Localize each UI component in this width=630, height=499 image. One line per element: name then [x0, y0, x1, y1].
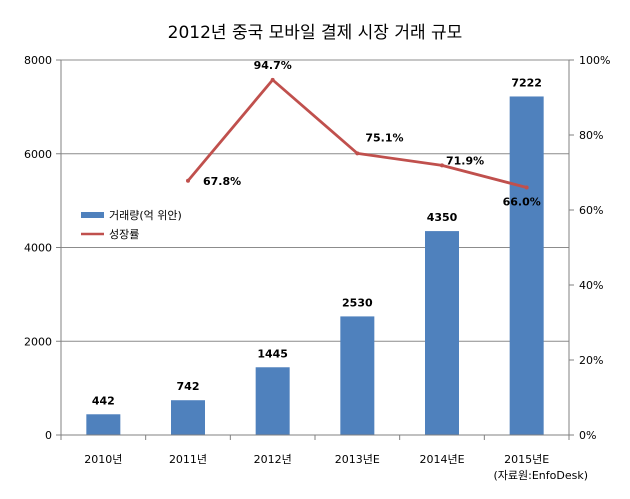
bar-value-label: 1445 — [257, 347, 288, 360]
grid-lines — [61, 59, 569, 342]
bar-value-label: 442 — [92, 394, 115, 407]
line-value-label: 67.8% — [203, 175, 241, 188]
source-note: (자료원:EnfoDesk) — [493, 469, 588, 482]
line-point — [524, 185, 529, 190]
x-tick-label: 2010년 — [84, 453, 122, 466]
bar — [340, 316, 375, 435]
chart-title: 2012년 중국 모바일 결제 시장 거래 규모 — [168, 23, 463, 43]
bar — [255, 367, 290, 435]
line-value-label: 94.7% — [254, 59, 292, 72]
x-tick-label: 2011년 — [169, 453, 207, 466]
y-right-tick-label: 40% — [579, 279, 603, 292]
bar-value-label: 7222 — [511, 76, 542, 89]
y-right-tick-label: 20% — [579, 354, 603, 367]
bar-value-label: 2530 — [342, 296, 373, 309]
legend-swatch-bar — [81, 212, 104, 218]
bar-series — [86, 96, 544, 435]
line-series — [186, 77, 529, 190]
y-right-tick-label: 60% — [579, 204, 603, 217]
y-right-tick-label: 80% — [579, 129, 603, 142]
line-point — [355, 151, 360, 156]
bar-value-label: 4350 — [427, 211, 458, 224]
x-tick-label: 2013년E — [335, 453, 380, 466]
bar-value-label: 742 — [177, 380, 200, 393]
legend-label-line: 성장률 — [109, 228, 139, 241]
axes: 0 2000 4000 6000 8000 0% 20% 40% 60% 80% 100% 2010년… — [24, 54, 610, 466]
y-right-tick-label: 100% — [579, 54, 610, 67]
line-value-label: 75.1% — [365, 131, 403, 144]
bar — [509, 96, 544, 435]
line-value-label: 71.9% — [446, 154, 484, 167]
legend: 거래량(억 위안) 성장률 — [81, 209, 182, 241]
x-tick-label: 2014년E — [419, 453, 464, 466]
y-left-tick-label: 6000 — [24, 148, 52, 161]
line-point — [270, 77, 275, 82]
y-left-tick-label: 0 — [45, 429, 52, 442]
y-left-tick-label: 4000 — [24, 242, 52, 255]
line-value-label: 66.0% — [503, 196, 541, 209]
y-left-tick-label: 2000 — [24, 335, 52, 348]
data-labels: 442 742 1445 2530 4350 7222 67.8% 94.7% 75.1% 71.… — [92, 59, 542, 407]
bar — [425, 231, 459, 435]
x-tick-label: 2012년 — [254, 453, 292, 466]
bar — [86, 414, 121, 435]
bar — [171, 400, 205, 435]
growth-rate-line — [186, 78, 528, 189]
y-left-tick-label: 8000 — [24, 54, 52, 67]
line-point — [440, 163, 444, 168]
line-point — [186, 178, 190, 183]
y-right-tick-label: 0% — [579, 429, 596, 442]
x-tick-label: 2015년E — [504, 453, 549, 466]
legend-label-bar: 거래량(억 위안) — [109, 209, 182, 222]
